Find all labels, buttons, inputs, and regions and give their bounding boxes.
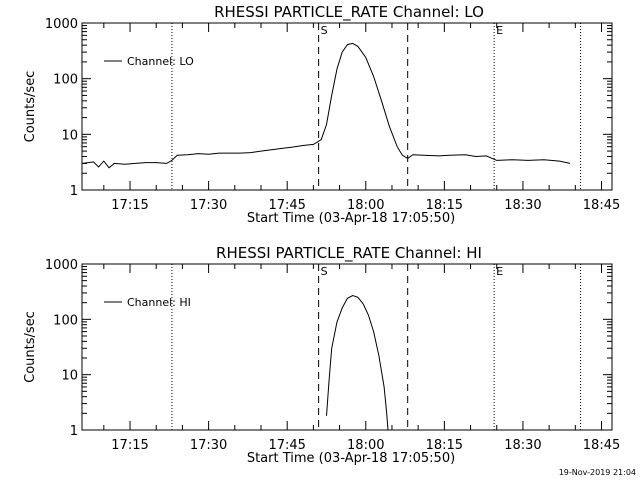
x-axis-label: Start Time (03-Apr-18 17:05:50) — [247, 211, 455, 226]
y-tick-label: 1 — [70, 424, 78, 439]
y-axis-label: Counts/sec — [23, 311, 38, 383]
x-tick-label: 17:15 — [111, 438, 148, 453]
y-axis-label: Counts/sec — [23, 71, 38, 143]
x-tick-label: 17:30 — [190, 438, 227, 453]
event-marker-s: S — [321, 24, 328, 37]
y-tick-label: 1000 — [45, 258, 78, 273]
y-tick-label: 10 — [61, 369, 78, 384]
x-tick-label: 18:30 — [504, 198, 541, 213]
series-line-hi — [326, 294, 389, 431]
event-marker-e: E — [496, 265, 503, 278]
x-tick-label: 17:45 — [268, 198, 305, 213]
panel-hi: RHESSI PARTICLE_RATE Channel: HI 1 10 100 10… — [23, 244, 620, 466]
x-tick-label: 17:30 — [190, 198, 227, 213]
plot-frame — [81, 263, 613, 431]
x-tick-label: 18:45 — [583, 438, 620, 453]
event-marker-s: S — [321, 265, 328, 278]
y-tick-label: 10 — [61, 128, 78, 143]
x-tick-label: 18:00 — [347, 198, 384, 213]
x-tick-label: 18:15 — [426, 198, 463, 213]
y-tick-label: 1000 — [45, 17, 78, 32]
x-tick-label: 18:00 — [347, 438, 384, 453]
y-tick-label: 100 — [53, 73, 78, 88]
y-tick-label: 1 — [70, 184, 78, 199]
event-marker-e: E — [496, 24, 503, 37]
x-tick-label: 17:45 — [268, 438, 305, 453]
chart-title: RHESSI PARTICLE_RATE Channel: HI — [216, 244, 482, 263]
timestamp: 19-Nov-2019 21:04 — [559, 468, 636, 477]
x-tick-label: 18:15 — [426, 438, 463, 453]
plot-frame — [81, 22, 613, 191]
series-line-lo — [82, 42, 571, 169]
x-tick-label: 17:15 — [111, 198, 148, 213]
legend-entry: Channel: HI — [127, 296, 191, 309]
chart-title: RHESSI PARTICLE_RATE Channel: LO — [214, 3, 484, 22]
legend-entry: Channel: LO — [127, 55, 194, 68]
y-tick-label: 100 — [53, 313, 78, 328]
panel-lo: RHESSI PARTICLE_RATE Channel: LO 1 10 100 10… — [23, 3, 620, 226]
x-tick-label: 18:30 — [504, 438, 541, 453]
x-tick-label: 18:45 — [583, 198, 620, 213]
x-axis-label: Start Time (03-Apr-18 17:05:50) — [247, 451, 455, 466]
